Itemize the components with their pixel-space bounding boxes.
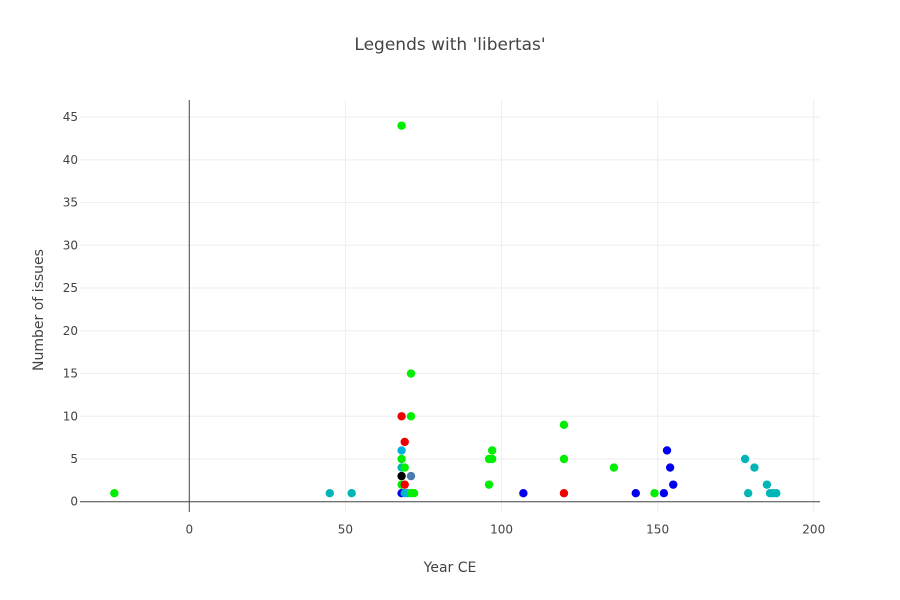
data-point[interactable] [400, 437, 409, 447]
y-tick-label: 35 [63, 196, 78, 210]
data-point[interactable] [487, 454, 497, 464]
data-point[interactable] [347, 488, 356, 498]
y-tick-label: 0 [70, 495, 78, 509]
data-point[interactable] [400, 463, 409, 472]
data-point[interactable] [559, 488, 569, 498]
data-point[interactable] [772, 488, 781, 498]
data-point[interactable] [559, 454, 569, 464]
data-point[interactable] [484, 480, 494, 489]
y-tick-label: 15 [63, 367, 78, 381]
data-point[interactable] [325, 488, 334, 498]
y-tick-label: 10 [63, 409, 78, 423]
data-point[interactable] [662, 446, 672, 455]
data-point[interactable] [110, 488, 119, 498]
data-point[interactable] [487, 446, 497, 455]
data-point[interactable] [665, 463, 675, 472]
y-tick-label: 20 [63, 324, 78, 338]
data-point[interactable] [397, 446, 406, 455]
x-tick-label: 0 [185, 523, 193, 537]
grid [80, 100, 820, 512]
y-tick-label: 25 [63, 281, 78, 295]
data-point[interactable] [762, 480, 772, 489]
y-axis-title: Number of issues [31, 249, 47, 371]
data-point[interactable] [750, 463, 759, 472]
x-tick-label: 200 [802, 523, 825, 537]
x-tick-label: 150 [646, 523, 669, 537]
data-point[interactable] [406, 412, 416, 421]
data-point[interactable] [609, 463, 619, 472]
data-points[interactable] [110, 121, 781, 498]
data-point[interactable] [397, 412, 406, 421]
y-tick-label: 30 [63, 238, 78, 252]
data-point[interactable] [406, 471, 416, 481]
x-tick-label: 100 [490, 523, 513, 537]
data-point[interactable] [397, 454, 406, 464]
data-point[interactable] [740, 454, 750, 464]
data-point[interactable] [631, 488, 640, 498]
data-point[interactable] [559, 420, 569, 430]
data-point[interactable] [409, 488, 419, 498]
data-point[interactable] [743, 488, 753, 498]
data-point[interactable] [669, 480, 678, 489]
y-tick-label: 5 [70, 452, 78, 466]
data-point[interactable] [650, 488, 659, 498]
data-point[interactable] [400, 480, 409, 489]
y-tick-label: 45 [63, 110, 78, 124]
tick-labels: 0 5 10 15 20 25 30 35 40 45 0 50 100 150 200 [63, 110, 825, 537]
data-point[interactable] [659, 488, 669, 498]
data-point[interactable] [397, 121, 406, 130]
x-axis-title: Year CE [423, 560, 477, 576]
chart-title: Legends with 'libertas' [354, 35, 545, 55]
data-point[interactable] [406, 369, 416, 378]
x-tick-label: 50 [338, 523, 353, 537]
data-point[interactable] [519, 488, 528, 498]
data-point[interactable] [397, 471, 406, 481]
y-tick-label: 40 [63, 153, 78, 167]
axes [80, 100, 820, 512]
